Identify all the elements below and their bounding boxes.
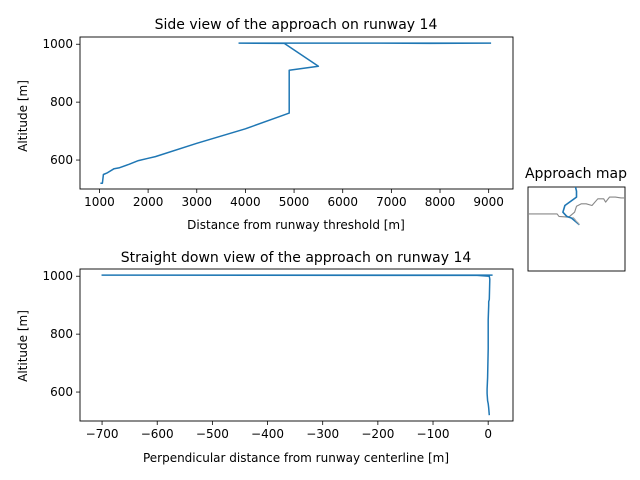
top-view-ylabel: Altitude [m]	[16, 310, 30, 382]
side-view-ylabel: Altitude [m]	[16, 80, 30, 152]
top-view-xtick-label: −600	[141, 427, 174, 441]
top-view-xtick-label: −100	[417, 427, 450, 441]
side-view-xtick-label: 5000	[279, 195, 310, 209]
side-view-xtick-label: 9000	[473, 195, 504, 209]
approach-map-panel: Approach map	[525, 166, 627, 272]
top-view-xtick-label: −700	[86, 427, 119, 441]
top-view-ytick-label: 1000	[42, 269, 73, 283]
side-view-xtick-label: 6000	[327, 195, 358, 209]
side-view-xtick-label: 1000	[84, 195, 115, 209]
side-view-xtick-label: 2000	[133, 195, 164, 209]
side-view-ytick-label: 800	[50, 95, 73, 109]
side-view-series-line	[100, 42, 492, 184]
side-view-ytick-label: 1000	[42, 37, 73, 51]
side-view-ytick-label: 600	[50, 153, 73, 167]
top-view-xtick-label: −300	[306, 427, 339, 441]
side-view-xlabel: Distance from runway threshold [m]	[187, 218, 405, 232]
top-view-xtick-label: −500	[196, 427, 229, 441]
top-view-ytick-label: 600	[50, 385, 73, 399]
side-view-frame	[79, 36, 514, 190]
top-view-series-line	[101, 274, 493, 416]
side-view-xtick-label: 7000	[376, 195, 407, 209]
top-view-title: Straight down view of the approach on ru…	[121, 250, 472, 266]
top-view-frame	[79, 268, 514, 422]
top-view-xtick-label: −400	[251, 427, 284, 441]
approach-map-title: Approach map	[525, 166, 627, 182]
top-view-ytick-label: 800	[50, 327, 73, 341]
approach-map-runway	[572, 216, 580, 226]
side-view-panel: Side view of the approach on runway 14 D…	[16, 17, 514, 232]
side-view-xtick-label: 3000	[181, 195, 212, 209]
side-view-xtick-label: 8000	[425, 195, 456, 209]
approach-map-frame	[527, 186, 626, 272]
side-view-title: Side view of the approach on runway 14	[155, 17, 438, 33]
top-view-xlabel: Perpendicular distance from runway cente…	[143, 451, 449, 465]
approach-map-coastline	[528, 196, 625, 218]
approach-map-track	[562, 186, 580, 226]
side-view-xtick-label: 4000	[230, 195, 261, 209]
top-view-xtick-label: 0	[484, 427, 492, 441]
top-view-xtick-label: −200	[361, 427, 394, 441]
top-view-panel: Straight down view of the approach on ru…	[16, 250, 514, 465]
